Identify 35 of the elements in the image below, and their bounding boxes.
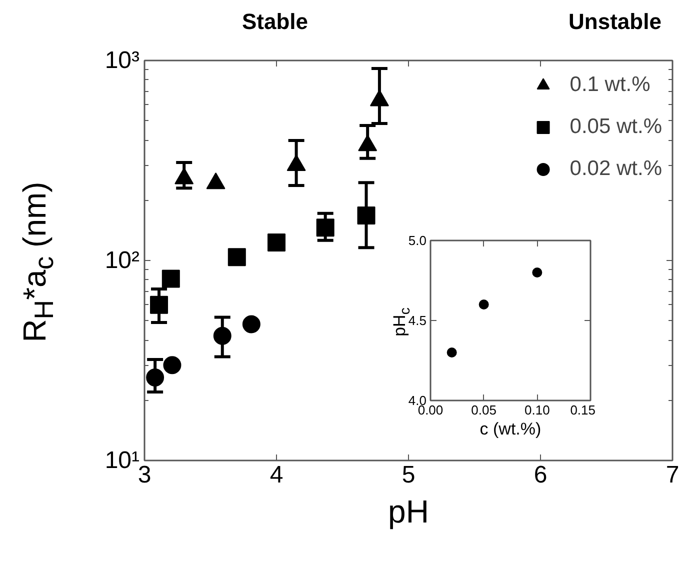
x-axis-title: c (wt.%) bbox=[480, 420, 542, 438]
x-tick-label: 3 bbox=[138, 462, 152, 488]
x-tick-label: 5 bbox=[402, 462, 416, 488]
point bbox=[316, 218, 334, 237]
x-tick-label: 0.10 bbox=[524, 402, 550, 418]
ann: Stable bbox=[242, 11, 308, 33]
point bbox=[268, 234, 286, 252]
legend-label: 0.02 wt.% bbox=[570, 157, 662, 181]
point bbox=[162, 270, 180, 288]
ann: Unstable bbox=[568, 11, 662, 33]
x-tick-label: 0.05 bbox=[471, 402, 496, 418]
x-tick-label: 7 bbox=[666, 462, 680, 488]
point bbox=[357, 206, 376, 224]
point bbox=[358, 134, 378, 152]
y-tick-label: 5.0 bbox=[408, 233, 427, 248]
legend-label: 0.1 wt.% bbox=[570, 73, 650, 97]
x-tick-label: 4 bbox=[270, 462, 284, 488]
point bbox=[150, 296, 168, 314]
point bbox=[228, 248, 246, 266]
x-axis-title: pH bbox=[388, 494, 429, 530]
y-tick-label: 10² bbox=[104, 247, 140, 274]
point bbox=[370, 90, 389, 106]
point bbox=[242, 315, 260, 334]
point bbox=[213, 326, 232, 345]
y-tick-label: 10³ bbox=[104, 47, 140, 74]
point bbox=[174, 168, 194, 184]
point bbox=[163, 356, 182, 374]
point bbox=[286, 154, 306, 172]
y-tick-label: 10¹ bbox=[104, 447, 140, 474]
x-tick-label: 6 bbox=[534, 462, 548, 488]
legend-label: 0.05 wt.% bbox=[570, 115, 662, 139]
point bbox=[206, 172, 226, 190]
point bbox=[146, 368, 164, 386]
y-tick-label: 4.5 bbox=[408, 313, 427, 328]
x-tick-label: 0.15 bbox=[570, 402, 596, 418]
